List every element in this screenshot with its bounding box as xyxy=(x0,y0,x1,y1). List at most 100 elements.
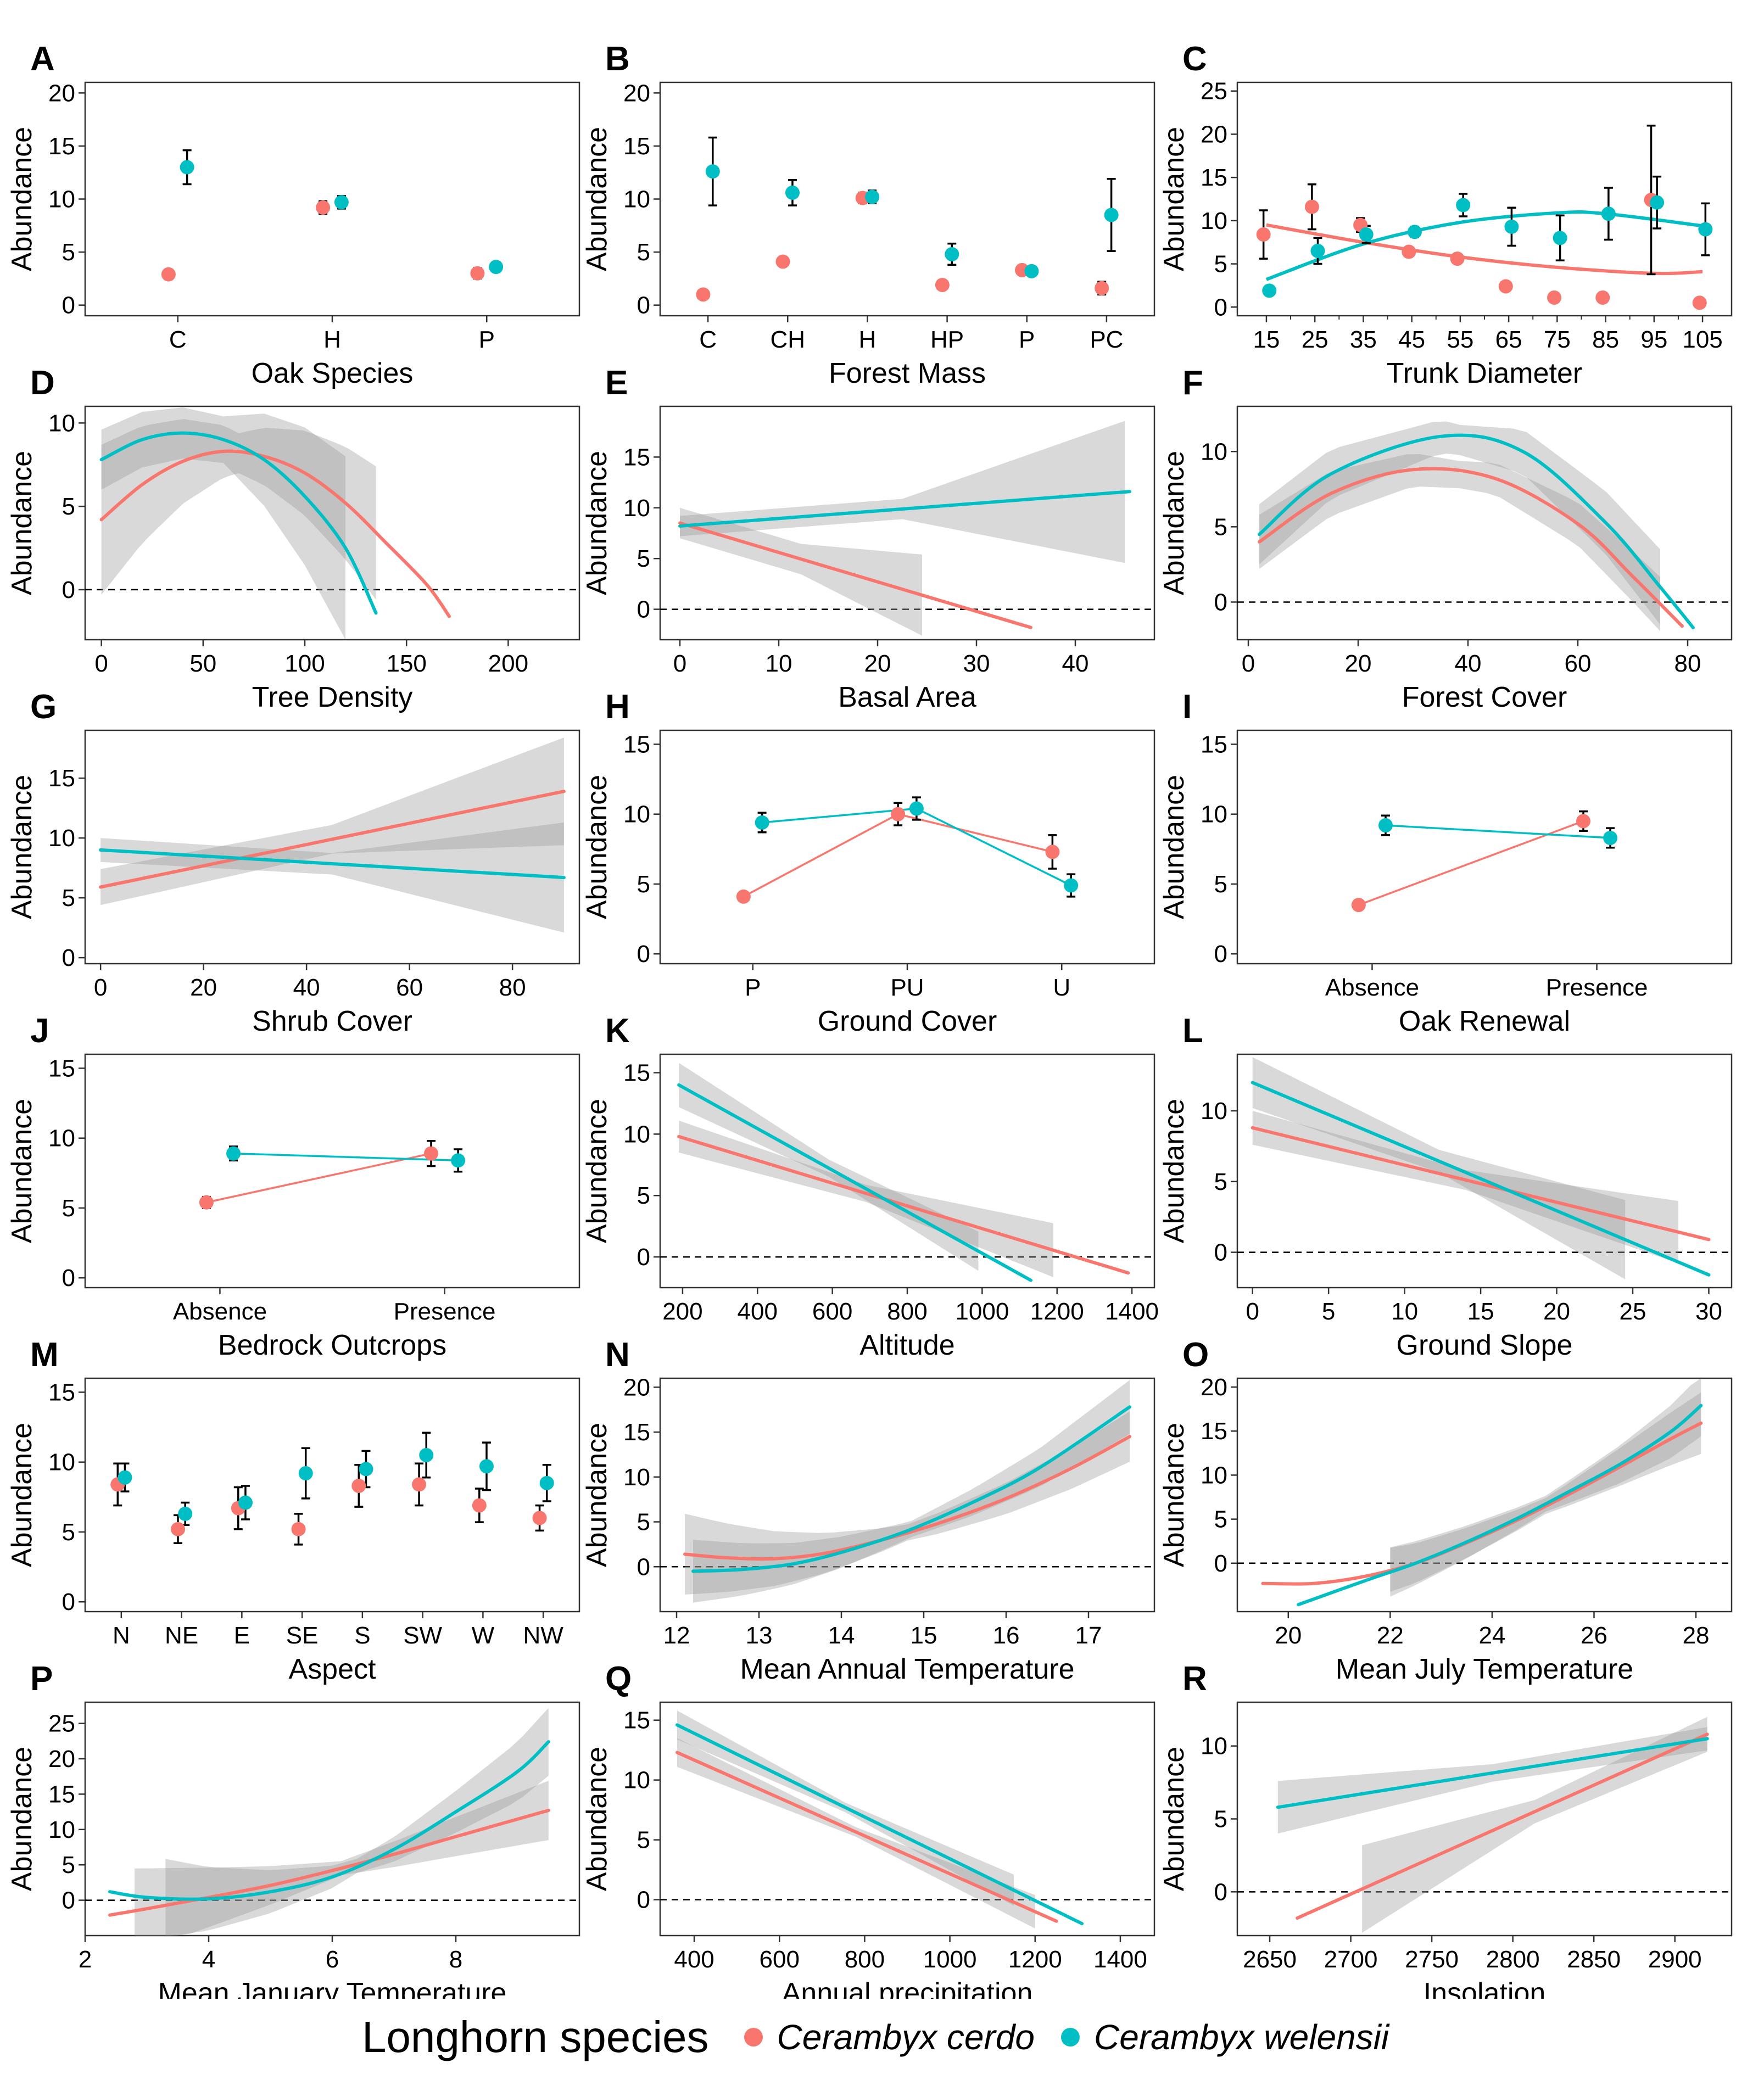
x-axis-title: Ground Cover xyxy=(818,1005,997,1037)
x-tick-label: 40 xyxy=(293,974,320,1001)
y-tick-label: 20 xyxy=(623,80,650,107)
panel-p: 0 5 10 15 20 25 2 4 6 8 Mean January Temperature Ab… xyxy=(6,1660,580,1999)
x-tick-label: 0 xyxy=(94,650,108,677)
x-axis-title: Basal Area xyxy=(838,681,976,713)
data-point-welensii xyxy=(1378,818,1393,833)
y-tick-label: 5 xyxy=(637,545,650,572)
y-tick-label: 15 xyxy=(1201,164,1227,191)
fit-line-cerdo xyxy=(108,1809,550,1917)
data-point-cerdo xyxy=(1095,281,1109,295)
x-axis-title: Shrub Cover xyxy=(252,1005,412,1037)
fit-line-welensii xyxy=(1276,1737,1709,1809)
y-tick-label: 0 xyxy=(637,292,650,319)
x-tick-label: 400 xyxy=(674,1946,714,1973)
fit-line-welensii xyxy=(676,1723,1084,1926)
data-point-welensii xyxy=(298,1466,313,1481)
y-tick-label: 0 xyxy=(637,1244,650,1271)
y-tick-label: 25 xyxy=(48,1710,75,1737)
connect-line-welensii xyxy=(1385,824,1611,839)
data-point-welensii xyxy=(705,164,720,179)
data-point-cerdo xyxy=(935,277,950,292)
x-tick-label: 40 xyxy=(1455,650,1482,677)
y-tick-label: 15 xyxy=(623,1060,650,1087)
x-axis-title: Altitude xyxy=(859,1329,954,1361)
confidence-band-welensii xyxy=(1259,421,1660,625)
y-tick-label: 10 xyxy=(623,1464,650,1491)
y-tick-label: 0 xyxy=(637,1887,650,1914)
y-tick-label: 0 xyxy=(1214,1550,1227,1577)
confidence-band-welensii xyxy=(101,407,346,640)
y-tick-label: 5 xyxy=(1214,513,1227,540)
x-tick-label: Presence xyxy=(394,1298,496,1325)
data-point-cerdo xyxy=(1595,290,1610,305)
x-tick-label: 22 xyxy=(1377,1622,1404,1649)
x-tick-label: 60 xyxy=(396,974,423,1001)
x-tick-label: 20 xyxy=(1275,1622,1302,1649)
x-axis-title: Oak Species xyxy=(252,357,414,389)
panel-letter: L xyxy=(1182,1012,1203,1050)
y-axis-title: Abundance xyxy=(581,1423,613,1567)
x-tick-label: CH xyxy=(770,326,805,353)
x-tick-label: NW xyxy=(523,1622,563,1649)
data-point-welensii xyxy=(180,160,194,175)
x-tick-label: 105 xyxy=(1682,326,1722,353)
x-tick-label: 2700 xyxy=(1324,1946,1378,1973)
y-tick-label: 10 xyxy=(623,801,650,828)
data-point-welensii xyxy=(178,1506,193,1521)
panel-r: 0 5 10 2650 2700 2750 2800 2850 2900 Insolation Ab… xyxy=(1158,1660,1733,1999)
data-point-cerdo xyxy=(775,254,790,269)
x-axis-title: Oak Renewal xyxy=(1399,1005,1570,1037)
x-tick-label: 15 xyxy=(911,1622,937,1649)
x-tick-label: 80 xyxy=(1674,650,1701,677)
plot-frame xyxy=(1236,405,1733,641)
data-point-welensii xyxy=(1359,227,1374,242)
x-tick-label: Absence xyxy=(173,1298,267,1325)
x-tick-label: 5 xyxy=(1322,1298,1335,1325)
x-tick-label: 2 xyxy=(79,1946,92,1973)
data-point-welensii xyxy=(1407,225,1422,239)
x-tick-label: 50 xyxy=(189,650,216,677)
connect-line-cerdo xyxy=(206,1152,432,1204)
y-tick-label: 20 xyxy=(48,1746,75,1773)
x-tick-label: 30 xyxy=(1695,1298,1722,1325)
x-tick-label: 10 xyxy=(766,650,792,677)
confidence-band-welensii xyxy=(165,1708,549,1936)
y-tick-label: 15 xyxy=(623,1419,650,1446)
panel-letter: A xyxy=(30,40,55,78)
data-point-cerdo xyxy=(470,266,485,281)
fit-line-cerdo xyxy=(678,521,1032,629)
plot-frame xyxy=(659,1377,1155,1613)
y-tick-label: 0 xyxy=(62,1887,75,1914)
y-axis-title: Abundance xyxy=(6,1423,38,1567)
legend-label-welensii: Cerambyx welensii xyxy=(1094,2017,1389,2057)
y-tick-label: 10 xyxy=(48,825,75,852)
x-tick-label: 55 xyxy=(1447,326,1473,353)
y-tick-label: 10 xyxy=(48,1125,75,1152)
x-tick-label: 45 xyxy=(1398,326,1425,353)
x-tick-label: 28 xyxy=(1683,1622,1710,1649)
data-point-cerdo xyxy=(1304,199,1319,214)
x-tick-label: 10 xyxy=(1391,1298,1418,1325)
x-tick-label: 1200 xyxy=(1008,1946,1062,1973)
y-tick-label: 0 xyxy=(637,1553,650,1580)
y-axis-title: Abundance xyxy=(1158,1747,1190,1891)
y-tick-label: 5 xyxy=(62,1852,75,1878)
plot-frame xyxy=(84,1701,580,1937)
fit-line-welensii xyxy=(1297,1404,1703,1607)
y-tick-label: 15 xyxy=(623,444,650,471)
x-tick-label: 800 xyxy=(845,1946,885,1973)
x-tick-label: 6 xyxy=(326,1946,339,1973)
panel-e: 0 5 10 15 0 10 20 30 40 Basal Area Abundance E xyxy=(581,364,1155,713)
x-tick-label: 95 xyxy=(1640,326,1667,353)
data-point-cerdo xyxy=(1351,898,1366,913)
panel-a: 0 5 10 15 20 C H P Oak Species Abundance A xyxy=(6,40,580,389)
y-tick-label: 5 xyxy=(637,1182,650,1209)
data-point-cerdo xyxy=(736,889,751,904)
x-axis-title: Annual precipitation xyxy=(782,1977,1033,1999)
data-point-welensii xyxy=(1104,208,1119,222)
data-point-cerdo xyxy=(161,267,176,282)
x-axis-title: Mean Annual Temperature xyxy=(740,1653,1075,1685)
panel-letter: N xyxy=(605,1336,630,1374)
legend-title: Longhorn species xyxy=(361,2012,709,2061)
